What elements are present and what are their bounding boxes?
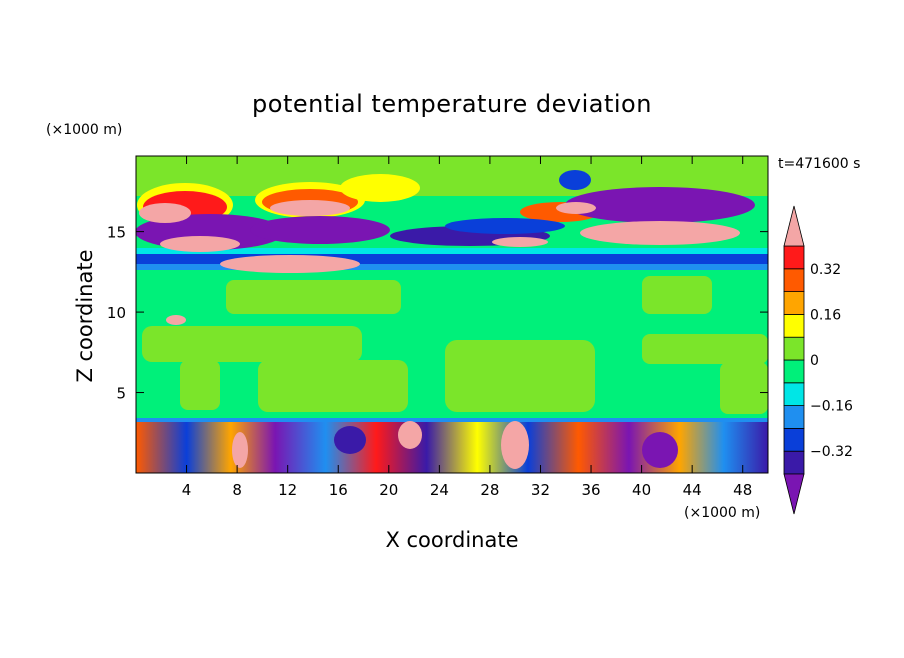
colorbar-segment [783,427,805,452]
over-max-region [220,255,360,273]
x-tick-label: 40 [632,481,651,499]
over-max-region [492,237,548,247]
y-ticks: 5 10 15 [107,224,768,403]
chart-title: potential temperature deviation [252,90,652,118]
time-label: t=471600 s [778,156,860,172]
y-unit-label: (×1000 m) [46,122,122,138]
x-tick-label: 20 [379,481,398,499]
x-tick-label: 12 [278,481,297,499]
cold-lobe [250,216,390,244]
mid-level-patch [642,276,712,314]
boundary-cold-plume [642,432,678,468]
colorbar-segment [783,359,805,384]
colorbar-extend-min [783,473,805,515]
mid-level-patch [180,360,220,410]
warm-lobe [340,174,420,202]
x-unit-label: (×1000 m) [684,505,760,521]
cold-lobe [445,218,565,234]
mid-level-patch [720,362,768,414]
mid-level-patch [142,326,362,362]
plot-frame [135,155,769,474]
x-tick-label: 44 [683,481,702,499]
over-max-region [580,221,740,245]
colorbar-label: −0.16 [810,399,853,415]
x-tick-label: 36 [581,481,600,499]
over-max-region [270,200,350,216]
mid-level-patch [445,340,595,412]
y-tick-label: 15 [107,224,126,242]
y-tick-label: 5 [116,385,126,403]
x-axis-title: X coordinate [385,528,518,552]
boundary-warm-plume [232,432,248,468]
colorbar-segment [783,336,805,361]
cold-lobe [559,170,591,190]
contour-field [136,156,768,473]
cold-lobe [565,187,755,223]
boundary-layer-top [136,418,768,422]
colorbar-segment [783,245,805,270]
y-tick-label: 10 [107,304,126,322]
mid-level-patch [642,334,768,364]
colorbar-segment [783,291,805,315]
boundary-cold-plume [334,426,366,454]
colorbar-segment [783,405,805,429]
colorbar-segment [783,313,805,338]
colorbar-label: −0.32 [810,444,853,460]
over-max-region [160,236,240,252]
y-axis-title: Z coordinate [73,249,97,382]
boundary-warm-plume [501,421,529,469]
x-tick-label: 24 [430,481,449,499]
mid-level-patch [226,280,401,314]
over-max-region [139,203,191,223]
x-tick-label: 8 [232,481,242,499]
colorbar-segment [783,450,805,475]
warm-spot [166,315,186,325]
colorbar-segment [783,268,805,292]
colorbar: 0.32 0.16 0 −0.16 −0.32 [783,205,853,515]
tropopause-lightblue-band [136,264,768,270]
colorbar-label: 0 [810,353,819,369]
x-tick-label: 32 [531,481,550,499]
x-tick-label: 16 [329,481,348,499]
colorbar-segment [783,382,805,406]
x-tick-label: 48 [733,481,752,499]
x-tick-label: 4 [182,481,192,499]
tropopause-blue-band [136,254,768,264]
colorbar-label: 0.16 [810,307,841,323]
colorbar-label: 0.32 [810,262,841,278]
boundary-warm-plume [398,421,422,449]
x-tick-label: 28 [480,481,499,499]
tropopause-cyan-band [136,248,768,254]
colorbar-extend-max [783,205,805,247]
mid-level-patch [258,360,408,412]
over-max-region [556,202,596,214]
x-ticks: 4 8 12 16 20 24 28 32 36 40 44 48 [182,156,752,499]
